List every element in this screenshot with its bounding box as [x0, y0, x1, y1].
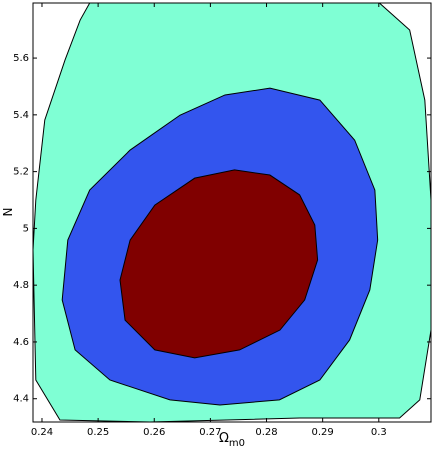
x-tick-label: 0.3: [371, 427, 387, 438]
y-tick-label: 4.4: [13, 394, 29, 405]
plot-frame: [32, 2, 432, 423]
y-tick-label: 5.6: [13, 53, 29, 64]
x-label-sub: m0: [229, 438, 245, 449]
x-tick-label: 0.25: [87, 427, 109, 438]
x-tick-label: 0.28: [255, 427, 277, 438]
x-tick-label: 0.27: [199, 427, 221, 438]
contour-regions: [33, 3, 431, 422]
y-axis-label: N: [1, 208, 15, 217]
x-label-main: Ω: [219, 431, 229, 446]
x-tick-label: 0.24: [31, 427, 53, 438]
x-axis-label: Ωm0: [219, 431, 245, 449]
y-tick-label: 4.6: [13, 337, 29, 348]
y-tick-label: 5.2: [13, 167, 29, 178]
x-tick-label: 0.29: [312, 427, 334, 438]
x-tick-label: 0.26: [143, 427, 165, 438]
axes: 0.24 0.25 0.26 0.27 0.28 0.29 0.3 4.4 4.6 4.8 5 5.2…: [13, 3, 431, 438]
y-tick-label: 5.4: [13, 110, 29, 121]
y-tick-label: 5: [23, 223, 29, 234]
y-tick-label: 4.8: [13, 280, 29, 291]
contour-region: [119, 169, 319, 359]
